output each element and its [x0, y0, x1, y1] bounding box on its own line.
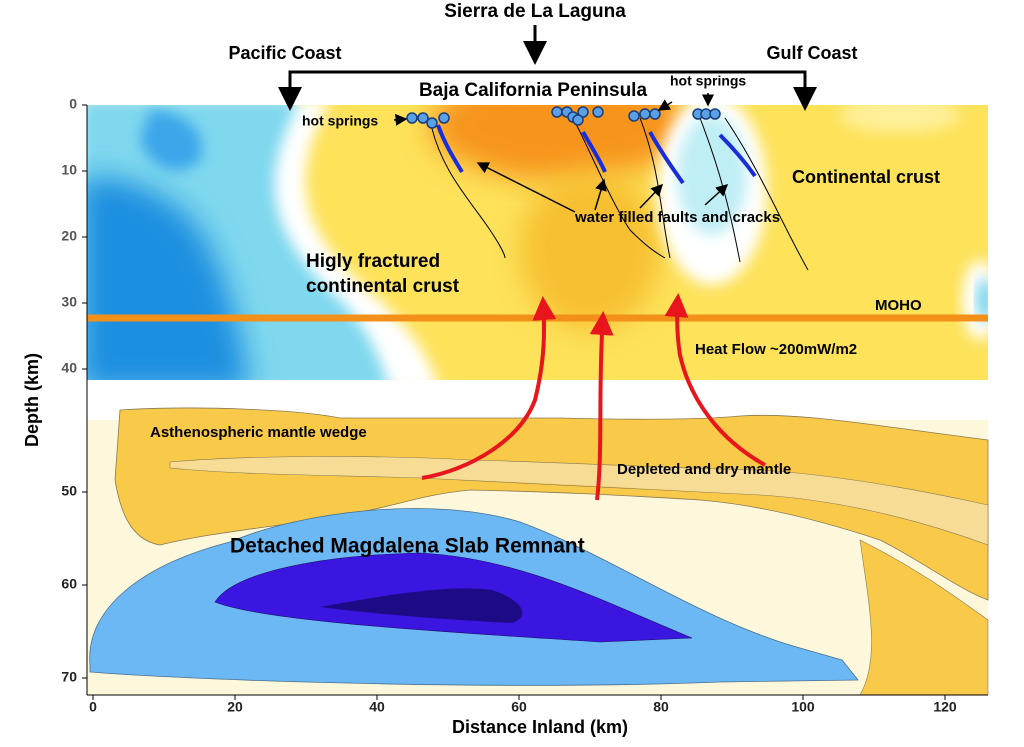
x-tick-label: 120 [933, 699, 957, 715]
y-tick-label: 60 [61, 576, 77, 592]
y-axis-title: Depth (km) [22, 353, 42, 447]
x-tick-label: 0 [89, 699, 97, 715]
x-axis-title: Distance Inland (km) [452, 717, 628, 737]
hot-springs-label: hot springs [302, 113, 378, 129]
y-tick-label: 20 [61, 228, 77, 244]
top-arrows [278, 25, 817, 111]
heat-arrows [421, 293, 766, 501]
title: Sierra de La Laguna [444, 1, 626, 22]
y-tick-label: 40 [61, 360, 77, 376]
y-tick-label: 30 [61, 294, 77, 310]
fractured-crust: continental crust [306, 276, 460, 297]
heat-flow: Heat Flow ~200mW/m2 [695, 341, 857, 358]
slab-label: Detached Magdalena Slab Remnant [230, 535, 585, 558]
faults [429, 111, 809, 271]
depleted-label: Depleted and dry mantle [617, 461, 791, 478]
y-tick-label: 50 [61, 483, 77, 499]
tomography-panel [87, 105, 988, 380]
x-tick-label: 80 [653, 699, 669, 715]
wedge-label: Asthenospheric mantle wedge [150, 424, 367, 441]
x-tick-label: 100 [791, 699, 815, 715]
moho-label: MOHO [875, 297, 922, 314]
x-tick-label: 60 [511, 699, 527, 715]
fractured-crust: Higly fractured [306, 251, 440, 272]
mantle-panel [87, 407, 989, 696]
peninsula: Baja California Peninsula [419, 80, 647, 101]
x-tick-label: 20 [227, 699, 243, 715]
y-tick-label: 10 [61, 162, 77, 178]
y-tick-label: 70 [61, 669, 77, 685]
gulf-coast: Gulf Coast [766, 43, 857, 63]
pointer-arrows [393, 93, 729, 213]
faults-label: water filled faults and cracks [574, 209, 780, 226]
pacific-coast: Pacific Coast [228, 43, 341, 63]
continental-crust: Continental crust [792, 167, 940, 187]
y-tick-label: 0 [69, 96, 77, 112]
hot-springs-label: hot springs [670, 73, 746, 89]
x-tick-label: 40 [369, 699, 385, 715]
